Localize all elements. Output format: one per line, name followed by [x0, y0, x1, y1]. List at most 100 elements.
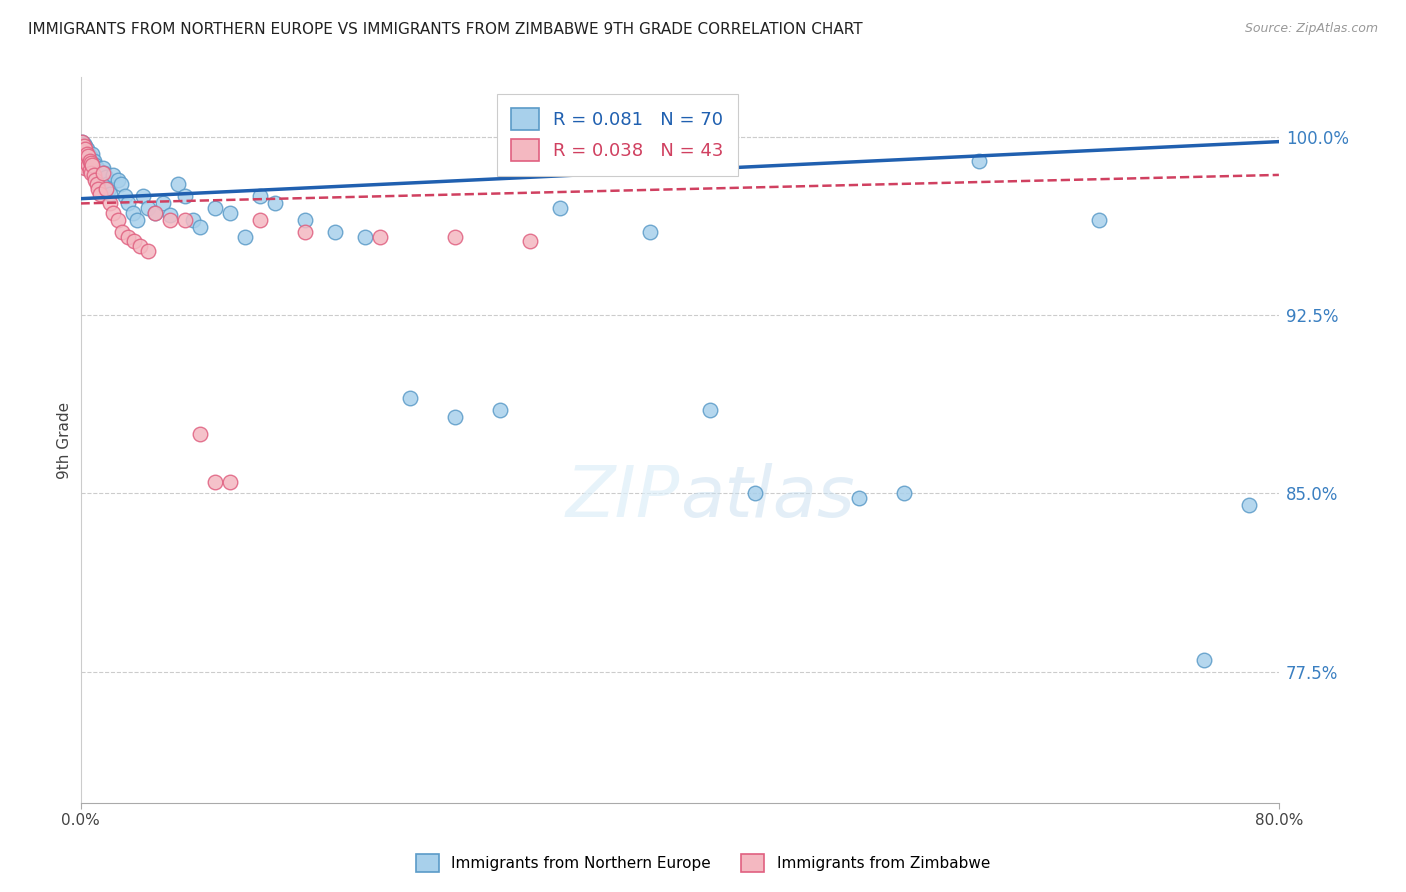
Point [103, 206, 125, 220]
Point [76, 151, 98, 165]
Point [96, 178, 118, 192]
Point [174, 213, 197, 227]
Legend: Immigrants from Northern Europe, Immigrants from Zimbabwe: Immigrants from Northern Europe, Immigra… [408, 846, 998, 880]
Point [107, 213, 129, 227]
Point [87, 182, 110, 196]
Point [70, 142, 93, 156]
Point [159, 208, 181, 222]
Point [82, 146, 104, 161]
Point [87, 165, 110, 179]
Text: ZIP: ZIP [565, 464, 679, 533]
Point [72, 146, 94, 161]
Point [489, 403, 512, 417]
Legend: R = 0.081   N = 70, R = 0.038   N = 43: R = 0.081 N = 70, R = 0.038 N = 43 [496, 94, 738, 176]
Point [132, 189, 155, 203]
Point [129, 239, 152, 253]
Point [744, 486, 766, 500]
Point [76, 142, 98, 156]
Point [73, 161, 96, 175]
Point [72, 139, 94, 153]
Point [83, 153, 105, 168]
Point [94, 182, 117, 196]
Point [79, 149, 101, 163]
Point [204, 201, 226, 215]
Point [204, 475, 226, 489]
Point [100, 196, 122, 211]
Point [83, 168, 105, 182]
Point [111, 225, 134, 239]
Point [127, 213, 149, 227]
Point [368, 229, 391, 244]
Point [76, 156, 98, 170]
Point [122, 206, 145, 220]
Y-axis label: 9th Grade: 9th Grade [58, 401, 72, 478]
Point [219, 475, 242, 489]
Point [89, 186, 111, 201]
Text: Source: ZipAtlas.com: Source: ZipAtlas.com [1244, 22, 1378, 36]
Point [98, 182, 121, 196]
Point [86, 178, 108, 192]
Point [117, 196, 139, 211]
Point [548, 201, 571, 215]
Point [77, 146, 100, 161]
Point [73, 158, 96, 172]
Point [91, 161, 114, 175]
Point [73, 151, 96, 165]
Point [76, 161, 98, 175]
Point [174, 189, 197, 203]
Point [73, 142, 96, 156]
Point [893, 486, 915, 500]
Point [188, 427, 211, 442]
Point [354, 229, 377, 244]
Point [100, 186, 122, 201]
Point [136, 244, 159, 258]
Point [90, 175, 112, 189]
Point [399, 392, 422, 406]
Point [77, 149, 100, 163]
Point [77, 156, 100, 170]
Point [72, 149, 94, 163]
Point [80, 165, 103, 179]
Point [969, 153, 991, 168]
Point [699, 403, 721, 417]
Point [80, 161, 103, 175]
Point [294, 225, 316, 239]
Point [159, 213, 181, 227]
Point [83, 163, 105, 178]
Point [82, 156, 104, 170]
Point [76, 146, 98, 161]
Point [1088, 213, 1111, 227]
Point [181, 213, 204, 227]
Point [70, 144, 93, 158]
Point [72, 136, 94, 151]
Point [72, 158, 94, 172]
Point [1192, 653, 1215, 667]
Point [70, 135, 93, 149]
Text: IMMIGRANTS FROM NORTHERN EUROPE VS IMMIGRANTS FROM ZIMBABWE 9TH GRADE CORRELATIO: IMMIGRANTS FROM NORTHERN EUROPE VS IMMIG… [28, 22, 863, 37]
Point [79, 153, 101, 168]
Point [249, 213, 271, 227]
Point [152, 196, 174, 211]
Point [80, 156, 103, 170]
Point [70, 135, 93, 149]
Point [89, 170, 111, 185]
Point [188, 220, 211, 235]
Point [233, 229, 256, 244]
Point [82, 158, 104, 172]
Point [167, 178, 190, 192]
Point [114, 189, 136, 203]
Point [136, 201, 159, 215]
Text: atlas: atlas [679, 464, 855, 533]
Point [444, 410, 467, 425]
Point [84, 168, 107, 182]
Point [93, 165, 115, 179]
Point [73, 149, 96, 163]
Point [79, 158, 101, 172]
Point [94, 170, 117, 185]
Point [77, 158, 100, 172]
Point [86, 161, 108, 175]
Point [294, 213, 316, 227]
Point [84, 172, 107, 186]
Point [1237, 499, 1260, 513]
Point [848, 491, 870, 506]
